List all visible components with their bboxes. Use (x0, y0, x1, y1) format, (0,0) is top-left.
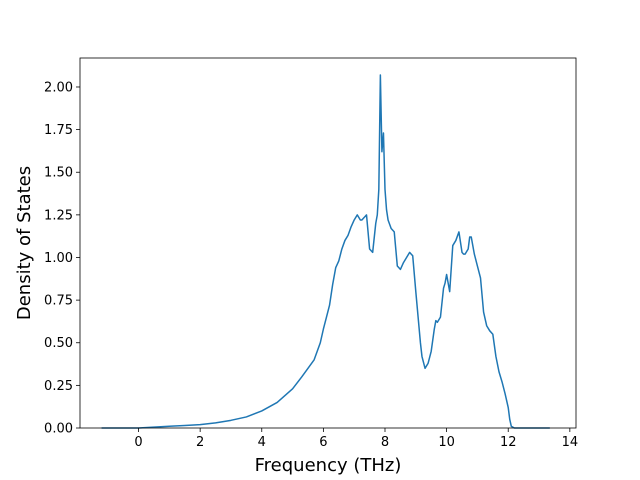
x-axis-label: Frequency (THz) (255, 455, 402, 476)
x-tick-label: 10 (438, 435, 455, 450)
x-tick-label: 0 (134, 435, 142, 450)
x-tick-label: 4 (258, 435, 266, 450)
x-tick-label: 2 (196, 435, 204, 450)
y-tick-label: 1.25 (44, 208, 73, 223)
y-tick-label: 0.75 (44, 294, 73, 309)
y-tick-label: 1.50 (44, 166, 73, 181)
y-axis-label: Density of States (14, 166, 35, 320)
dos-series-line (101, 74, 550, 429)
y-tick-label: 0.00 (44, 422, 73, 437)
y-tick-label: 1.75 (44, 123, 73, 138)
x-tick-label: 14 (562, 435, 579, 450)
y-tick-label: 0.50 (44, 336, 73, 351)
x-axis: 0 2 4 6 8 10 12 14 (134, 428, 578, 450)
y-axis: 0.00 0.25 0.50 0.75 1.00 1.25 1.50 1.75 2.00 (44, 80, 80, 437)
plot-frame (79, 57, 577, 429)
x-tick-label: 8 (381, 435, 389, 450)
y-tick-label: 2.00 (44, 80, 73, 95)
x-tick-label: 6 (319, 435, 327, 450)
y-tick-label: 0.25 (44, 379, 73, 394)
y-tick-label: 1.00 (44, 251, 73, 266)
x-tick-label: 12 (500, 435, 517, 450)
